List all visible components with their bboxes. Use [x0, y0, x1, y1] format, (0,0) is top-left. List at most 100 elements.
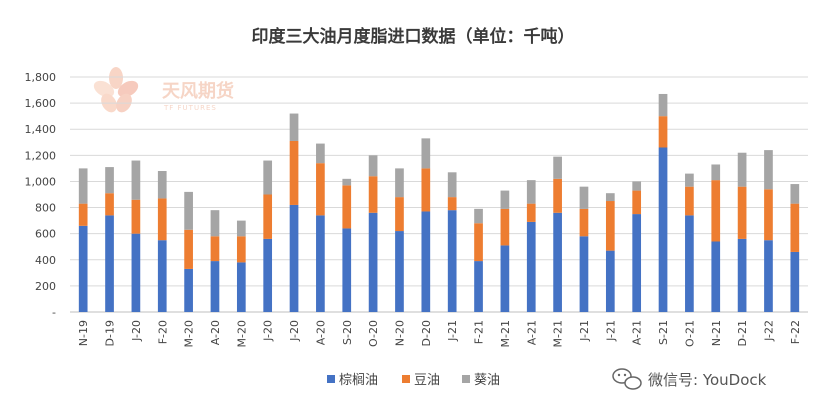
bar-segment — [157, 198, 167, 241]
legend-label: 豆油 — [414, 373, 440, 388]
x-tick-label: J-21 — [604, 320, 617, 342]
bar-segment — [579, 236, 589, 312]
bar-segment — [342, 185, 352, 229]
x-tick-label: D-21 — [736, 320, 749, 346]
y-tick-label: 1,200 — [25, 149, 57, 162]
y-tick-label: 200 — [35, 280, 56, 293]
legend-swatch — [327, 375, 335, 383]
bar-segment — [526, 180, 536, 204]
legend-swatch — [462, 375, 470, 383]
wechat-icon — [612, 368, 642, 390]
bar-segment — [368, 155, 378, 177]
bar-segment — [579, 208, 589, 237]
bar-segment — [210, 236, 220, 262]
bar-segment — [289, 113, 299, 141]
bar-segment — [395, 197, 404, 232]
x-tick-label: M-21 — [552, 320, 565, 347]
x-tick-label: M-20 — [183, 320, 196, 347]
bar-segment — [790, 251, 800, 312]
bar-segment — [131, 199, 141, 234]
bar-segment — [605, 250, 615, 312]
bar-segment — [711, 180, 721, 242]
bar-segment — [764, 189, 773, 241]
bar-segment — [342, 228, 352, 312]
bar-segment — [790, 203, 800, 252]
bar-segment — [78, 203, 88, 226]
bar-segment — [105, 193, 114, 216]
x-tick-label: J-20 — [130, 320, 143, 342]
bar-segment — [157, 171, 167, 199]
y-tick-label: 800 — [35, 202, 56, 215]
bar-segment — [605, 193, 615, 202]
x-tick-label: J-21 — [446, 320, 459, 342]
bar-segment — [737, 152, 747, 187]
bar-segment — [368, 176, 378, 213]
bar-segment — [685, 215, 694, 312]
bar-segment — [78, 168, 88, 204]
legend-label: 葵油 — [474, 373, 500, 388]
bar-segment — [764, 150, 773, 190]
y-tick-label: 600 — [35, 228, 56, 241]
bar-segment — [474, 208, 483, 224]
bar-segment — [685, 173, 694, 187]
chart-title: 印度三大油月度脂进口数据（单位：千吨） — [252, 26, 575, 47]
bar-segment — [184, 191, 193, 230]
bar-segment — [131, 233, 141, 312]
wechat-label: 微信号: YouDock — [648, 371, 767, 389]
gridlines — [70, 76, 808, 313]
bar-segment — [474, 223, 483, 262]
bar-segment — [395, 168, 404, 198]
bar-segment — [316, 143, 325, 164]
bar-segment — [263, 238, 273, 312]
x-tick-label: N-21 — [710, 320, 723, 346]
x-tick-label: A-20 — [209, 320, 222, 345]
x-tick-label: A-21 — [525, 320, 538, 345]
bar-segment — [105, 167, 114, 194]
bar-segment — [184, 229, 193, 269]
bar-segment — [289, 204, 299, 312]
x-tick-label: A-20 — [314, 320, 327, 345]
bar-segment — [790, 184, 800, 204]
bar-segment — [526, 203, 536, 222]
bar-segment — [368, 212, 378, 312]
bar-segment — [289, 140, 299, 205]
x-tick-label: M-21 — [499, 320, 512, 347]
legend: 棕榈油 豆油 葵油 — [327, 373, 500, 388]
logo-subtext: TF FUTURES — [163, 104, 217, 112]
bar-segment — [632, 190, 642, 215]
bar-segment — [737, 186, 747, 239]
bar-segment — [605, 201, 615, 251]
bar-segment — [658, 116, 668, 148]
bar-segment — [105, 215, 114, 312]
bar-segment — [632, 181, 642, 191]
bar-segment — [447, 197, 457, 211]
bar-segment — [447, 172, 457, 198]
bar-segment — [263, 160, 273, 195]
logo-text: 天风期货 — [162, 80, 234, 102]
bar-segment — [421, 168, 431, 212]
y-axis: - 200 400 600 800 1,000 1,200 1,400 1,600 1,800 — [25, 71, 57, 319]
bar-segment — [447, 210, 457, 312]
x-tick-label: J-20 — [262, 320, 275, 342]
bar-segment — [157, 240, 167, 312]
bar-segment — [210, 261, 220, 312]
x-tick-label: F-22 — [789, 320, 802, 344]
x-tick-label: J-21 — [578, 320, 591, 342]
bar-segment — [737, 238, 747, 312]
legend-label: 棕榈油 — [339, 373, 378, 388]
x-tick-label: D-19 — [104, 320, 117, 346]
bar-segment — [553, 178, 562, 213]
bar-segment — [632, 214, 642, 312]
bar-segment — [579, 186, 589, 209]
bar-segment — [711, 241, 721, 312]
x-tick-label: F-20 — [156, 320, 169, 344]
bar-segment — [711, 164, 721, 181]
legend-swatch — [402, 375, 410, 383]
x-tick-label: F-21 — [473, 320, 486, 344]
bar-segment — [500, 190, 510, 209]
y-tick-label: 1,000 — [25, 175, 57, 188]
bar-segment — [500, 245, 510, 312]
x-tick-label: O-20 — [367, 320, 380, 347]
x-axis: N-19 D-19 J-20 F-20 M-20 A-20 M-20 J-20 J-20 A-20… — [77, 320, 802, 347]
